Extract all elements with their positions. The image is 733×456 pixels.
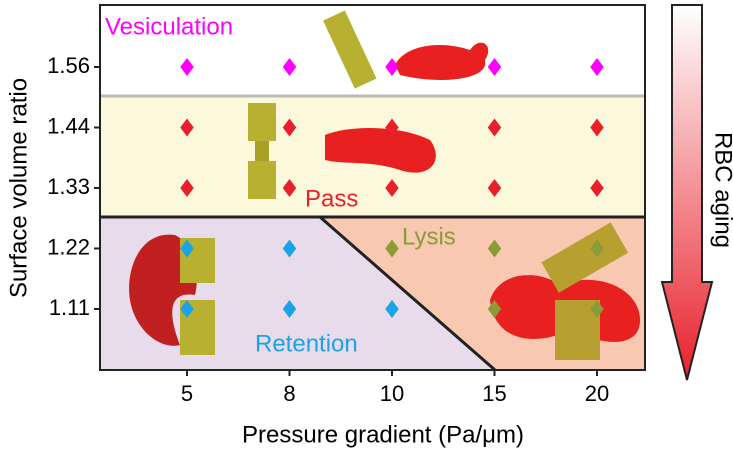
y-tick-label: 1.33 <box>47 174 90 199</box>
annotation: RBC aging <box>710 132 733 248</box>
y-tick-label: 1.56 <box>47 53 90 78</box>
point <box>180 179 194 197</box>
point <box>180 118 194 137</box>
point <box>282 58 297 76</box>
point <box>180 239 194 258</box>
region-label: Pass <box>305 185 358 212</box>
point <box>590 118 604 137</box>
point <box>487 300 502 318</box>
point <box>590 58 604 76</box>
point <box>590 300 604 318</box>
point <box>487 58 502 76</box>
x-tick-label: 10 <box>380 381 404 406</box>
point <box>487 179 502 197</box>
point <box>282 179 297 197</box>
y-tick-label: 1.11 <box>49 295 90 320</box>
point <box>385 179 399 197</box>
region-label: Vesiculation <box>105 13 233 40</box>
x-tick-label: 8 <box>283 381 295 406</box>
point <box>590 179 604 197</box>
point <box>385 239 399 258</box>
x-tick-label: 15 <box>482 381 506 406</box>
point <box>180 58 194 76</box>
y-tick-label: 1.44 <box>47 113 90 138</box>
x-tick-label: 5 <box>181 381 193 406</box>
point <box>282 300 297 318</box>
region-label: Retention <box>255 330 358 357</box>
point <box>487 239 502 258</box>
point <box>385 58 399 76</box>
point <box>590 239 604 258</box>
x-axis-label: Pressure gradient (Pa/μm) <box>242 421 524 448</box>
point <box>385 300 399 318</box>
point <box>282 239 297 258</box>
region-label: Lysis <box>402 223 456 250</box>
point <box>487 118 502 137</box>
aging-arrow <box>660 4 714 381</box>
point <box>282 118 297 137</box>
x-tick-label: 20 <box>585 381 609 406</box>
y-tick-label: 1.22 <box>47 234 90 259</box>
illustrations <box>129 10 640 360</box>
point <box>385 118 399 137</box>
y-axis-label: Surface volume ratio <box>5 78 32 298</box>
point <box>180 300 194 318</box>
